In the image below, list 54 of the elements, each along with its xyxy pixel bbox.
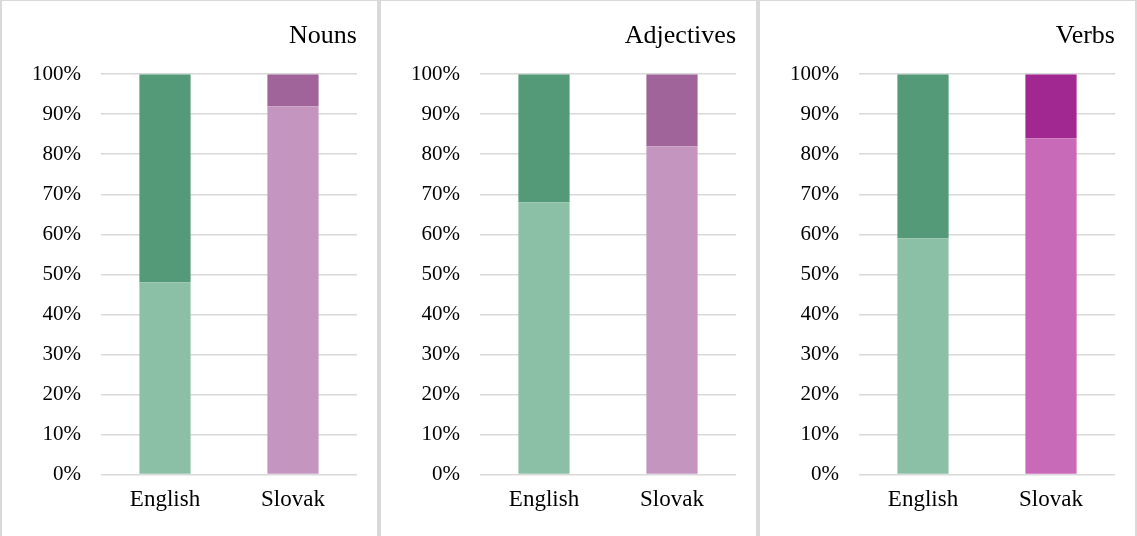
y-tick-label: 40% bbox=[42, 300, 81, 325]
y-tick-label: 60% bbox=[800, 220, 839, 245]
bar bbox=[646, 74, 698, 147]
bar bbox=[897, 238, 949, 474]
y-tick-label: 100% bbox=[789, 60, 839, 85]
y-tick-label: 70% bbox=[800, 180, 839, 205]
x-tick-label: English bbox=[508, 486, 580, 512]
y-tick-label: 80% bbox=[42, 140, 81, 165]
y-tick-label: 10% bbox=[800, 420, 839, 445]
y-tick-label: 20% bbox=[42, 380, 81, 405]
x-tick-label: English bbox=[129, 486, 201, 512]
bar bbox=[267, 74, 319, 107]
y-tick-label: 0% bbox=[431, 460, 460, 485]
chart-title: Nouns bbox=[289, 20, 357, 50]
y-tick-label: 10% bbox=[421, 420, 460, 445]
y-tick-label: 40% bbox=[421, 300, 460, 325]
chart-title: Verbs bbox=[1055, 20, 1115, 50]
x-tick-label: Slovak bbox=[1019, 486, 1084, 512]
y-tick-label: 30% bbox=[42, 340, 81, 365]
y-tick-label: 40% bbox=[800, 300, 839, 325]
bar bbox=[1025, 74, 1077, 139]
y-tick-label: 90% bbox=[421, 100, 460, 125]
y-tick-label: 70% bbox=[42, 180, 81, 205]
y-tick-label: 80% bbox=[421, 140, 460, 165]
bar bbox=[267, 106, 319, 474]
x-tick-label: English bbox=[887, 486, 959, 512]
y-tick-label: 70% bbox=[421, 180, 460, 205]
bar bbox=[518, 74, 570, 203]
bar bbox=[1025, 138, 1077, 474]
y-tick-label: 30% bbox=[421, 340, 460, 365]
x-tick-label: Slovak bbox=[261, 486, 326, 512]
bar bbox=[897, 74, 949, 239]
x-tick-label: Slovak bbox=[640, 486, 705, 512]
y-tick-label: 60% bbox=[42, 220, 81, 245]
y-tick-label: 20% bbox=[800, 380, 839, 405]
y-tick-label: 10% bbox=[42, 420, 81, 445]
y-tick-label: 80% bbox=[800, 140, 839, 165]
bar bbox=[139, 74, 191, 283]
y-tick-label: 0% bbox=[810, 460, 839, 485]
y-tick-label: 50% bbox=[421, 260, 460, 285]
y-tick-label: 90% bbox=[800, 100, 839, 125]
y-tick-label: 90% bbox=[42, 100, 81, 125]
bar bbox=[646, 146, 698, 474]
chart-title: Adjectives bbox=[624, 20, 736, 50]
y-tick-label: 50% bbox=[800, 260, 839, 285]
y-tick-label: 100% bbox=[410, 60, 460, 85]
bar bbox=[139, 282, 191, 474]
y-tick-label: 30% bbox=[800, 340, 839, 365]
y-tick-label: 60% bbox=[421, 220, 460, 245]
bar bbox=[518, 202, 570, 474]
y-tick-label: 100% bbox=[31, 60, 81, 85]
y-tick-label: 0% bbox=[52, 460, 81, 485]
y-tick-label: 20% bbox=[421, 380, 460, 405]
y-tick-label: 50% bbox=[42, 260, 81, 285]
